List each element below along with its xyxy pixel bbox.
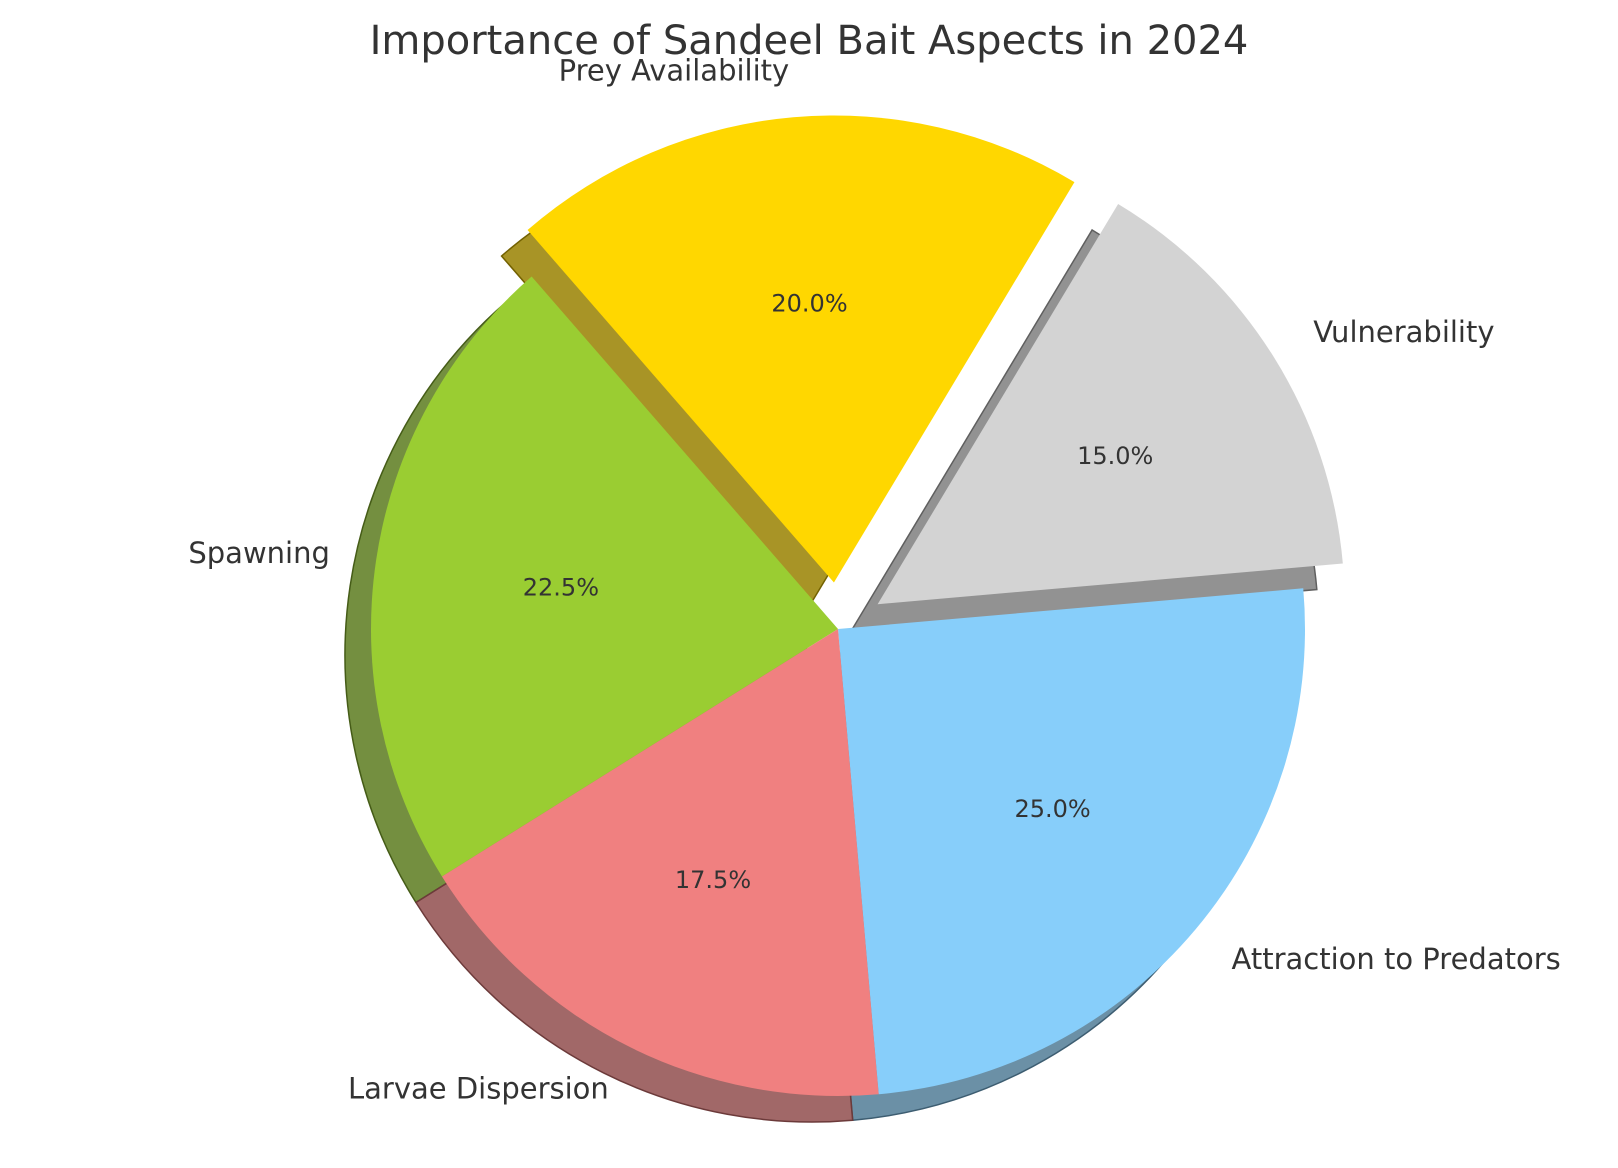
slice-larvae-dispersion [441, 629, 879, 1096]
percent-labels: 25.0% 15.0% 20.0% 22.5% 17.5% [523, 289, 1154, 894]
percent-label-prey-availability: 20.0% [771, 289, 847, 317]
slice-prey-availability [527, 115, 1075, 583]
category-label-prey-availability: Prey Availability [559, 54, 790, 88]
slice-spawning [370, 276, 838, 877]
category-label-spawning: Spawning [188, 536, 330, 570]
percent-label-attraction-to-predators: 25.0% [1014, 795, 1090, 823]
percent-label-vulnerability: 15.0% [1077, 442, 1153, 470]
category-labels: Attraction to Predators Vulnerability Prey… [188, 54, 1560, 1106]
chart-title: Importance of Sandeel Bait Aspects in 20… [370, 18, 1249, 64]
percent-label-larvae-dispersion: 17.5% [675, 866, 751, 894]
slice-attraction-to-predators [838, 588, 1305, 1095]
category-label-attraction-to-predators: Attraction to Predators [1232, 942, 1561, 976]
category-label-larvae-dispersion: Larvae Dispersion [348, 1072, 609, 1106]
pie-slices [370, 115, 1343, 1096]
category-label-vulnerability: Vulnerability [1313, 315, 1494, 349]
percent-label-spawning: 22.5% [523, 574, 599, 602]
slice-vulnerability [877, 203, 1343, 605]
